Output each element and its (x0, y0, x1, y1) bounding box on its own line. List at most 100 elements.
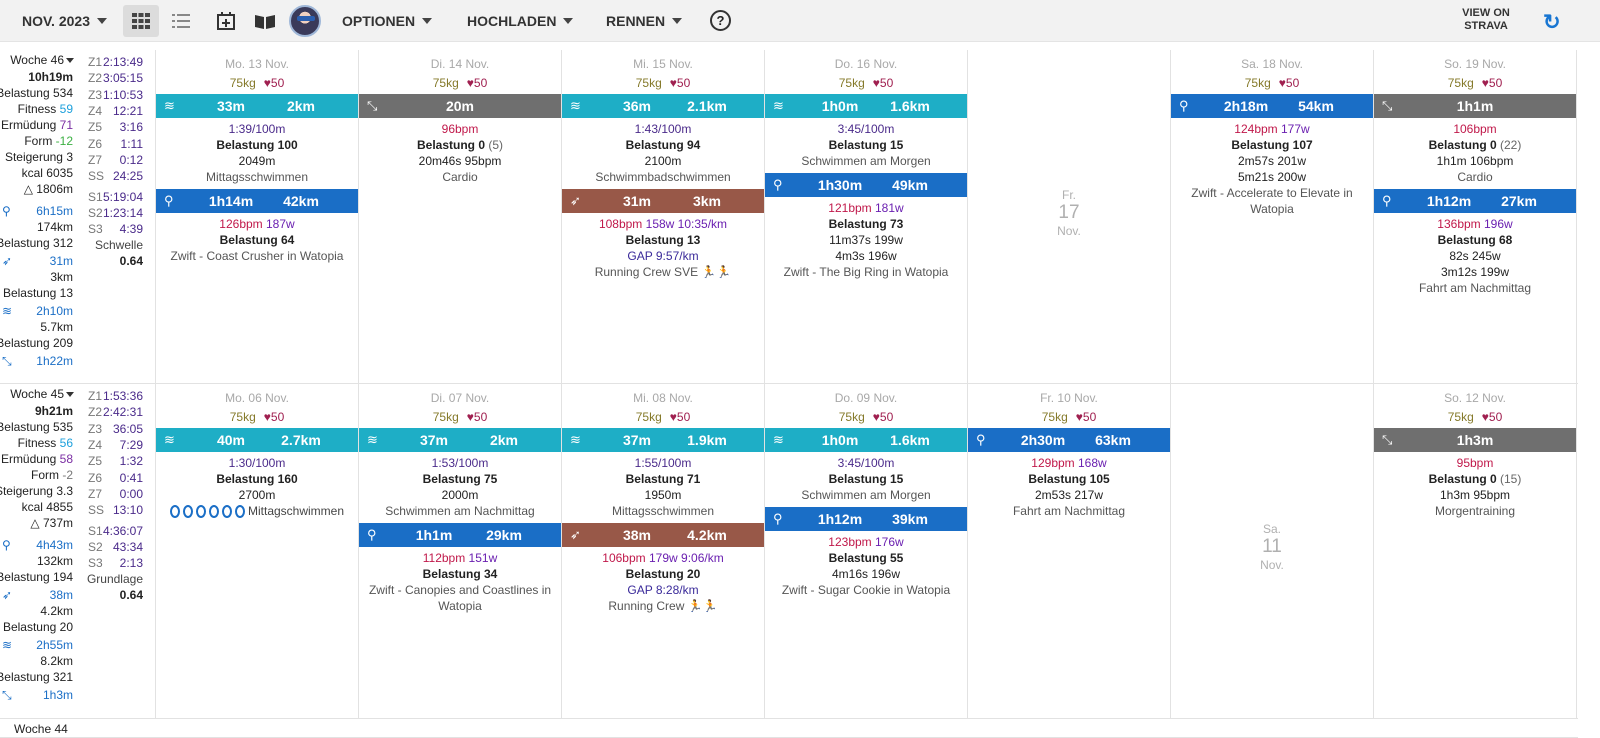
week-total-time: 10h19m (28, 70, 73, 84)
day-cell[interactable]: Mi. 15 Nov. 75kg ♥50 ≋ 36m 2.1km 1:43/100m Bela… (562, 50, 765, 383)
activity-bar[interactable]: ➶ 31m 3km (562, 189, 764, 213)
month-selector[interactable]: NOV. 2023 (22, 0, 107, 42)
activity-details[interactable]: 108bpm 158w 10:35/km Belastung 13 GAP 9:57… (562, 213, 764, 283)
day-cell[interactable]: Do. 09 Nov. 75kg ♥50 ≋ 1h0m 1.6km 3:45/100m Bel… (765, 384, 968, 718)
day-cell[interactable]: Mo. 06 Nov. 75kg ♥50 ≋ 40m 2.7km 1:30/100m Bela… (156, 384, 359, 718)
weight: 75kg (838, 76, 865, 90)
activity-bar[interactable]: ≋ 37m 2km (359, 428, 561, 452)
run-icon: ➶ (570, 193, 581, 208)
activity-details[interactable]: 1:55/100m Belastung 71 1950m Mittagsschwimm… (562, 452, 764, 522)
rest-day-weekday: Fr. (1062, 188, 1076, 202)
week-label[interactable]: Woche 46 (10, 53, 74, 68)
pace-line: 1:43/100m (634, 122, 692, 136)
activity-details[interactable]: 1:39/100m Belastung 100 2049m Mittagsschwim… (156, 118, 358, 188)
day-cell[interactable]: Sa. 18 Nov. 75kg ♥50 ⚲ 2h18m 54km 124bpm 177w B… (1171, 50, 1374, 383)
day-cell[interactable]: Sa. 11 Nov. (1171, 384, 1374, 718)
swim-icon: ≋ (164, 432, 175, 447)
activity-bar[interactable]: ≋ 36m 2.1km (562, 94, 764, 118)
activity-bar[interactable]: ≋ 33m 2km (156, 94, 358, 118)
heart-icon: ♥ (669, 410, 677, 424)
options-menu[interactable]: OPTIONEN (342, 0, 433, 42)
avatar[interactable] (289, 5, 321, 37)
activity-bar[interactable]: ➶ 38m 4.2km (562, 523, 764, 547)
help-icon[interactable]: ? (710, 10, 731, 31)
activity-details[interactable]: 126bpm 187w Belastung 64 Zwift - Coast Cru… (156, 213, 358, 267)
activity-details[interactable]: 106bpm Belastung 0 (22) 1h1m 106bpm Cardio (1374, 118, 1576, 188)
activity-bar[interactable]: ⚲ 1h30m 49km (765, 173, 967, 197)
power: 181w (871, 201, 904, 215)
races-menu[interactable]: RENNEN (606, 0, 683, 42)
refresh-icon[interactable]: ↻ (1543, 11, 1561, 34)
activity-details[interactable]: 124bpm 177w Belastung 107 2m57s 201w 5m21s … (1171, 118, 1373, 220)
activity-details[interactable]: 3:45/100m Belastung 15 Schwimmen am Morgen (765, 452, 967, 506)
heart-icon: ♥ (263, 410, 271, 424)
activity-details[interactable]: 123bpm 176w Belastung 55 4m16s 196w Zwift -… (765, 531, 967, 601)
notes-button[interactable] (247, 5, 283, 37)
swim-icon: ≋ (570, 432, 581, 447)
grid-view-button[interactable] (123, 5, 159, 37)
activity-distance: 29km (486, 527, 522, 543)
activity-bar[interactable]: ≋ 37m 1.9km (562, 428, 764, 452)
swim-icon: ≋ (2, 638, 13, 652)
activity-bar[interactable]: ⤡ 20m (359, 94, 561, 118)
speed-zone-time: 1:23:14 (102, 206, 143, 220)
activity-bar[interactable]: ≋ 40m 2.7km (156, 428, 358, 452)
week-label[interactable]: Woche 44 (14, 722, 68, 736)
resting-hr: ♥50 (466, 410, 488, 424)
zone-label: Z3 (88, 421, 103, 436)
day-cell[interactable]: Fr. 17 Nov. (968, 50, 1171, 383)
day-cell[interactable]: So. 12 Nov. 75kg ♥50 ⤡ 1h3m 95bpm Belastung 0 … (1374, 384, 1577, 718)
activity-details[interactable]: 112bpm 151w Belastung 34 Zwift - Canopies … (359, 547, 561, 617)
load-line: Belastung 0 (22) (1374, 137, 1576, 153)
upload-menu[interactable]: HOCHLADEN (467, 0, 574, 42)
activity-duration: 2h18m (1223, 98, 1269, 114)
activity-bar[interactable]: ⤡ 1h3m (1374, 428, 1576, 452)
heart-rate: 124bpm (1234, 122, 1278, 136)
activity-bar[interactable]: ⤡ 1h1m (1374, 94, 1576, 118)
activity-bar[interactable]: ⚲ 1h14m 42km (156, 189, 358, 213)
day-header: Fr. 10 Nov. (1040, 391, 1098, 405)
activity-bar[interactable]: ⚲ 1h12m 39km (765, 507, 967, 531)
view-on-strava-link[interactable]: VIEW ON STRAVA (1462, 7, 1510, 32)
activity-details[interactable]: 1:30/100m Belastung 160 2700m Mittagschwimm… (156, 452, 358, 522)
day-cell[interactable]: Mo. 13 Nov. 75kg ♥50 ≋ 33m 2km 1:39/100m Belast… (156, 50, 359, 383)
add-event-button[interactable] (208, 5, 244, 37)
day-cell[interactable]: Fr. 10 Nov. 75kg ♥50 ⚲ 2h30m 63km 129bpm 168w B… (968, 384, 1171, 718)
interval-line: 4m3s 196w (835, 249, 897, 263)
activity-details[interactable]: 129bpm 168w Belastung 105 2m53s 217w Fahrt … (968, 452, 1170, 522)
other-total-time: 1h3m (42, 688, 73, 702)
activity-bar[interactable]: ≋ 1h0m 1.6km (765, 428, 967, 452)
activity-bar[interactable]: ≋ 1h0m 1.6km (765, 94, 967, 118)
day-cell[interactable]: Di. 07 Nov. 75kg ♥50 ≋ 37m 2km 1:53/100m Belast… (359, 384, 562, 718)
swim-icon: ≋ (2, 304, 13, 318)
hr-power-line: 124bpm 177w (1171, 121, 1373, 137)
activity-bar[interactable]: ⚲ 1h1m 29km (359, 523, 561, 547)
week-label[interactable]: Woche 45 (10, 387, 74, 402)
swim-total-load: Belastung 209 (0, 336, 73, 350)
activity-details[interactable]: 106bpm 179w 9:06/km Belastung 20 GAP 8:28/… (562, 547, 764, 617)
activity-details[interactable]: 1:43/100m Belastung 94 2100m Schwimmbadschw… (562, 118, 764, 188)
activity-bar[interactable]: ⚲ 2h30m 63km (968, 428, 1170, 452)
activity-bar[interactable]: ⚲ 2h18m 54km (1171, 94, 1373, 118)
day-cell[interactable]: Di. 14 Nov. 75kg ♥50 ⤡ 20m 96bpm Belastung 0 (… (359, 50, 562, 383)
day-cell[interactable]: Do. 16 Nov. 75kg ♥50 ≋ 1h0m 1.6km 3:45/100m Bel… (765, 50, 968, 383)
form-value: -12 (55, 134, 73, 148)
day-cell[interactable]: Mi. 08 Nov. 75kg ♥50 ≋ 37m 1.9km 1:55/100m Bela… (562, 384, 765, 718)
activity-details[interactable]: 95bpm Belastung 0 (15) 1h3m 95bpm Morgentra… (1374, 452, 1576, 522)
activity-details[interactable]: 136bpm 196w Belastung 68 82s 245w 3m12s 199… (1374, 213, 1576, 299)
resting-hr: ♥50 (872, 76, 894, 90)
day-cell[interactable]: So. 19 Nov. 75kg ♥50 ⤡ 1h1m 106bpm Belastung 0… (1374, 50, 1577, 383)
activity-details[interactable]: 121bpm 181w Belastung 73 11m37s 199w 4m3s 1… (765, 197, 967, 283)
activity-details[interactable]: 1:53/100m Belastung 75 2000m Schwimmen am N… (359, 452, 561, 522)
weight-hr-row: 75kg ♥50 (562, 408, 764, 427)
list-view-button[interactable] (163, 5, 199, 37)
load-value: Belastung 160 (216, 472, 298, 486)
chevron-down-icon (422, 18, 433, 24)
watch-icon (221, 505, 232, 519)
rest-day-month: Nov. (1057, 224, 1081, 238)
activity-bar[interactable]: ⚲ 1h12m 27km (1374, 189, 1576, 213)
bike-icon: ⚲ (773, 177, 783, 192)
activity-details[interactable]: 3:45/100m Belastung 15 Schwimmen am Morgen (765, 118, 967, 172)
load-line: Belastung 0 (5) (359, 137, 561, 153)
activity-details[interactable]: 96bpm Belastung 0 (5) 20m46s 95bpm Cardio (359, 118, 561, 188)
